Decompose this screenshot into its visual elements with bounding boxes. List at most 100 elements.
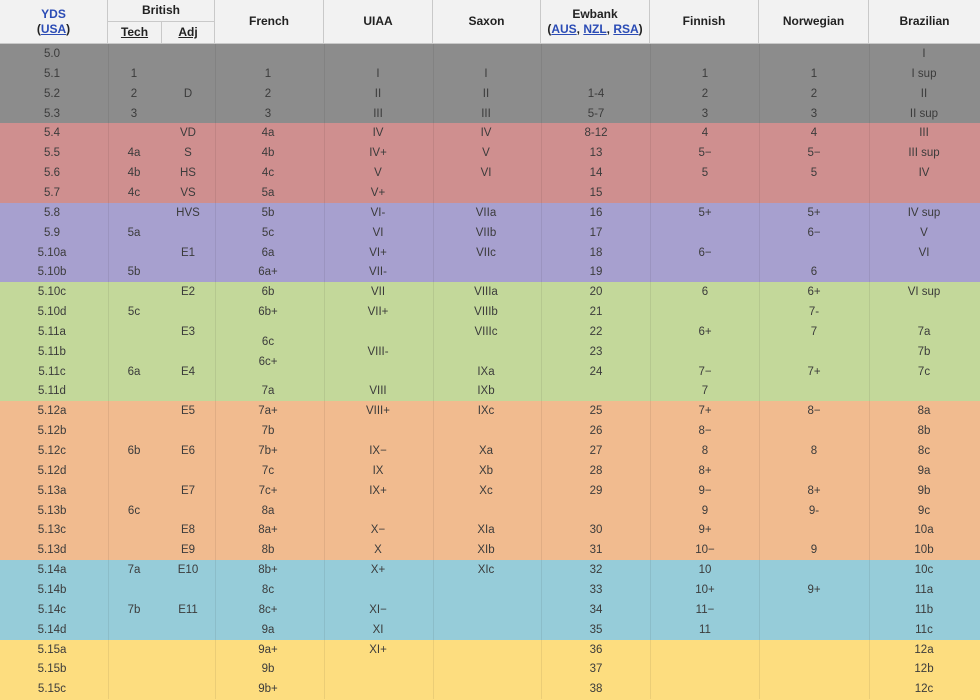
header-ewbank-nzl: NZL xyxy=(583,22,606,36)
cell-saxon xyxy=(436,342,536,362)
header-ewbank-aus: AUS xyxy=(551,22,576,36)
cell-finnish xyxy=(655,302,755,322)
cell-finnish: 2 xyxy=(655,84,755,104)
cell-french: 8c xyxy=(218,580,318,600)
cell-french: 9a+ xyxy=(218,640,318,660)
cell-ewbank xyxy=(546,64,646,84)
cell-french: 4b xyxy=(218,143,318,163)
cell-norwegian: 8 xyxy=(764,441,864,461)
cell-norwegian xyxy=(764,659,864,679)
cell-ewbank: 17 xyxy=(546,223,646,243)
cell-french: 3 xyxy=(218,104,318,124)
cell-french: 7b xyxy=(218,421,318,441)
cell-norwegian: 6+ xyxy=(764,282,864,302)
cell-saxon xyxy=(436,640,536,660)
header-british-tech: Tech xyxy=(108,22,162,44)
cell-french: 9b xyxy=(218,659,318,679)
cell-ewbank: 30 xyxy=(546,520,646,540)
cell-saxon: VI xyxy=(436,163,536,183)
cell-brazilian xyxy=(874,262,974,282)
cell-saxon: IXa xyxy=(436,362,536,382)
cell-norwegian: 5+ xyxy=(764,203,864,223)
cell-uiaa: VIII xyxy=(328,381,428,401)
cell-norwegian: 7 xyxy=(764,322,864,342)
cell-ewbank: 25 xyxy=(546,401,646,421)
cell-ewbank: 27 xyxy=(546,441,646,461)
cell-uiaa: IX+ xyxy=(328,481,428,501)
cell-ewbank: 16 xyxy=(546,203,646,223)
cell-ewbank: 37 xyxy=(546,659,646,679)
header-finnish: Finnish xyxy=(650,0,759,44)
cell-norwegian: 8− xyxy=(764,401,864,421)
cell-finnish: 11− xyxy=(655,600,755,620)
cell-french: 6a xyxy=(218,243,318,263)
cell-ewbank: 21 xyxy=(546,302,646,322)
cell-finnish xyxy=(655,342,755,362)
cell-finnish xyxy=(655,223,755,243)
cell-norwegian xyxy=(764,461,864,481)
column-divider xyxy=(324,44,325,699)
cell-ewbank: 13 xyxy=(546,143,646,163)
cell-saxon: VIIIc xyxy=(436,322,536,342)
cell-ewbank xyxy=(546,501,646,521)
cell-finnish: 9− xyxy=(655,481,755,501)
column-divider xyxy=(541,44,542,699)
cell-norwegian xyxy=(764,243,864,263)
cell-ewbank: 20 xyxy=(546,282,646,302)
cell-brazilian: 10a xyxy=(874,520,974,540)
cell-saxon xyxy=(436,600,536,620)
cell-french: 7a+ xyxy=(218,401,318,421)
cell-finnish xyxy=(655,262,755,282)
cell-uiaa xyxy=(328,679,428,699)
cell-uiaa: IV xyxy=(328,123,428,143)
cell-french: 7c+ xyxy=(218,481,318,501)
cell-ewbank: 14 xyxy=(546,163,646,183)
cell-brazilian: 7a xyxy=(874,322,974,342)
cell-uiaa: X xyxy=(328,540,428,560)
cell-saxon: XIb xyxy=(436,540,536,560)
header-brazilian: Brazilian xyxy=(869,0,980,44)
cell-saxon: VIIa xyxy=(436,203,536,223)
cell-french: 7b+ xyxy=(218,441,318,461)
cell-saxon: VIIIb xyxy=(436,302,536,322)
cell-norwegian xyxy=(764,421,864,441)
cell-norwegian: 8+ xyxy=(764,481,864,501)
cell-norwegian: 9 xyxy=(764,540,864,560)
cell-french: 5a xyxy=(218,183,318,203)
cell-uiaa: VI- xyxy=(328,203,428,223)
cell-norwegian: 4 xyxy=(764,123,864,143)
cell-ewbank: 34 xyxy=(546,600,646,620)
cell-french: 4c xyxy=(218,163,318,183)
cell-saxon xyxy=(436,501,536,521)
cell-uiaa xyxy=(328,44,428,64)
cell-finnish: 6− xyxy=(655,243,755,263)
cell-ewbank: 29 xyxy=(546,481,646,501)
cell-brazilian xyxy=(874,183,974,203)
cell-finnish: 9+ xyxy=(655,520,755,540)
cell-french: 6a+ xyxy=(218,262,318,282)
cell-uiaa: VII xyxy=(328,282,428,302)
cell-brazilian: 7b xyxy=(874,342,974,362)
cell-brazilian: I sup xyxy=(874,64,974,84)
cell-ewbank: 22 xyxy=(546,322,646,342)
header-yds-usa: USA xyxy=(41,22,66,36)
cell-norwegian xyxy=(764,600,864,620)
header-norwegian: Norwegian xyxy=(759,0,869,44)
cell-finnish: 10 xyxy=(655,560,755,580)
cell-ewbank: 38 xyxy=(546,679,646,699)
cell-norwegian xyxy=(764,381,864,401)
cell-uiaa xyxy=(328,659,428,679)
cell-brazilian: II xyxy=(874,84,974,104)
cell-saxon xyxy=(436,44,536,64)
cell-ewbank xyxy=(546,381,646,401)
cell-brazilian: 9b xyxy=(874,481,974,501)
cell-french: 2 xyxy=(218,84,318,104)
cell-brazilian: 8a xyxy=(874,401,974,421)
